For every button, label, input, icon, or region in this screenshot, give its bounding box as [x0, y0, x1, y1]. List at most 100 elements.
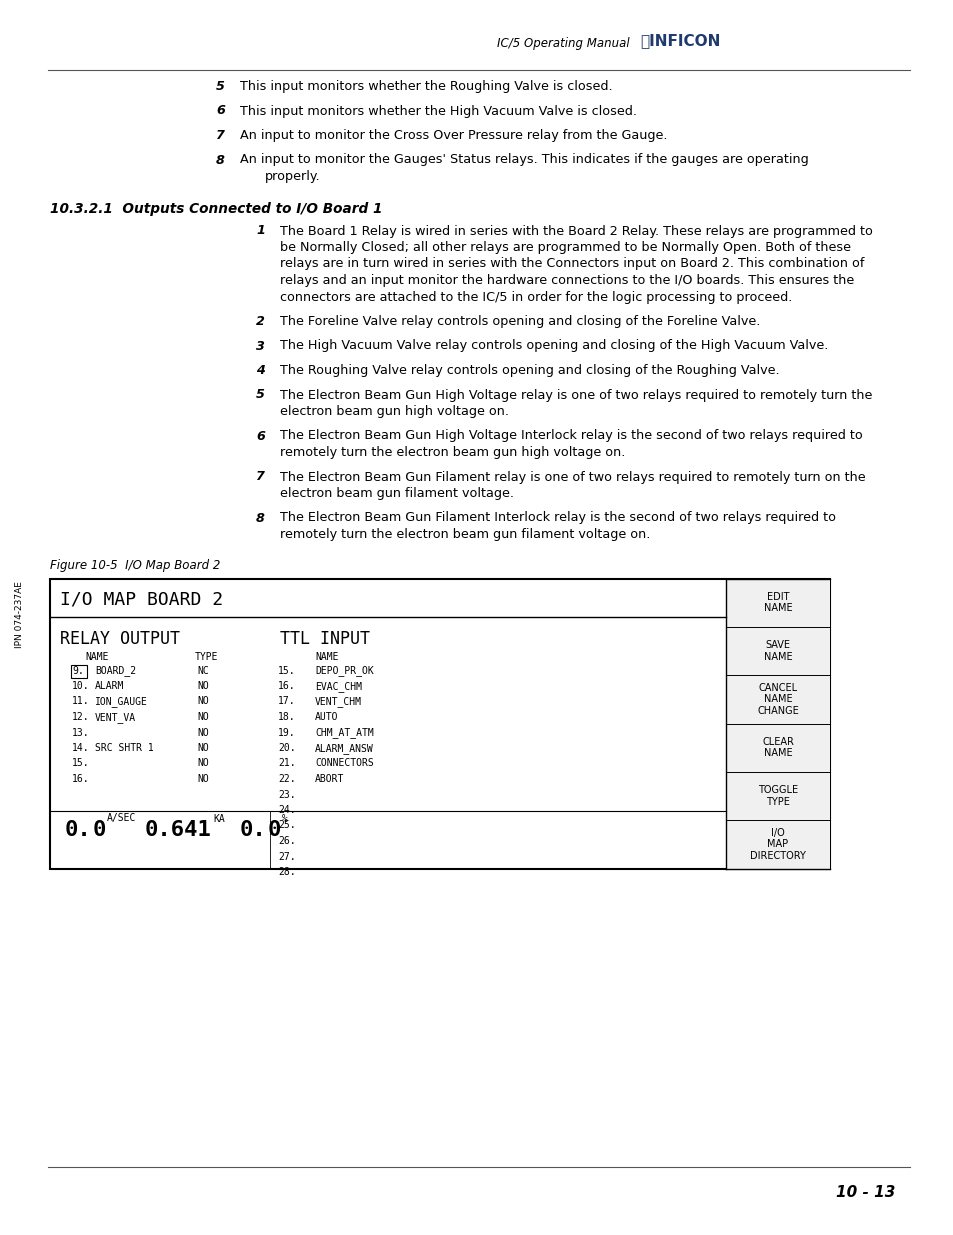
Text: ⒸINFICON: ⒸINFICON	[639, 33, 720, 48]
Text: VENT_CHM: VENT_CHM	[314, 697, 361, 708]
Text: 24.: 24.	[277, 805, 295, 815]
Text: NO: NO	[196, 713, 209, 722]
Text: I/O MAP BOARD 2: I/O MAP BOARD 2	[60, 590, 223, 609]
Text: KA: KA	[213, 814, 225, 824]
Bar	[50, 578, 829, 868]
Text: 7: 7	[255, 471, 265, 483]
Text: connectors are attached to the IC/5 in order for the logic processing to proceed: connectors are attached to the IC/5 in o…	[280, 290, 792, 304]
Text: I/O
MAP
DIRECTORY: I/O MAP DIRECTORY	[749, 827, 805, 861]
Text: This input monitors whether the Roughing Valve is closed.: This input monitors whether the Roughing…	[240, 80, 612, 93]
Text: 16.: 16.	[277, 680, 295, 692]
Text: 23.: 23.	[277, 789, 295, 799]
Text: 9.: 9.	[71, 666, 84, 676]
Text: %: %	[282, 814, 288, 824]
Text: CONNECTORS: CONNECTORS	[314, 758, 374, 768]
Text: electron beam gun filament voltage.: electron beam gun filament voltage.	[280, 487, 514, 500]
Text: 28.: 28.	[277, 867, 295, 877]
Text: IPN 074-237AE: IPN 074-237AE	[15, 582, 25, 648]
Text: 13.: 13.	[71, 727, 90, 737]
Text: 14.: 14.	[71, 743, 90, 753]
Text: 3: 3	[255, 340, 265, 352]
Text: An input to monitor the Cross Over Pressure relay from the Gauge.: An input to monitor the Cross Over Press…	[240, 128, 667, 142]
Text: 1: 1	[255, 225, 265, 237]
Text: 8: 8	[255, 511, 265, 525]
Text: The High Vacuum Valve relay controls opening and closing of the High Vacuum Valv: The High Vacuum Valve relay controls ope…	[280, 340, 827, 352]
Text: 0.: 0.	[240, 820, 267, 841]
Text: be Normally Closed; all other relays are programmed to be Normally Open. Both of: be Normally Closed; all other relays are…	[280, 241, 850, 254]
Text: ALARM_ANSW: ALARM_ANSW	[314, 743, 374, 753]
Text: BOARD_2: BOARD_2	[95, 666, 136, 677]
Text: 21.: 21.	[277, 758, 295, 768]
Text: 16.: 16.	[71, 774, 90, 784]
Text: relays and an input monitor the hardware connections to the I/O boards. This ens: relays and an input monitor the hardware…	[280, 274, 853, 287]
Text: Figure 10-5  I/O Map Board 2: Figure 10-5 I/O Map Board 2	[50, 558, 220, 572]
Text: CHM_AT_ATM: CHM_AT_ATM	[314, 727, 374, 739]
Text: NO: NO	[196, 727, 209, 737]
Text: NO: NO	[196, 758, 209, 768]
Text: RELAY OUTPUT: RELAY OUTPUT	[60, 631, 180, 648]
Text: NC: NC	[196, 666, 209, 676]
Text: 20.: 20.	[277, 743, 295, 753]
Text: 15.: 15.	[71, 758, 90, 768]
Text: 0.: 0.	[65, 820, 91, 841]
Text: 12.: 12.	[71, 713, 90, 722]
Text: NO: NO	[196, 697, 209, 706]
Text: The Board 1 Relay is wired in series with the Board 2 Relay. These relays are pr: The Board 1 Relay is wired in series wit…	[280, 225, 872, 237]
Text: TOGGLE
TYPE: TOGGLE TYPE	[757, 785, 798, 806]
Text: 10 - 13: 10 - 13	[835, 1186, 894, 1200]
Text: IC/5 Operating Manual: IC/5 Operating Manual	[497, 37, 629, 49]
Text: TTL INPUT: TTL INPUT	[280, 631, 370, 648]
Text: ION_GAUGE: ION_GAUGE	[95, 697, 148, 708]
Text: 15.: 15.	[277, 666, 295, 676]
Text: 5: 5	[216, 80, 225, 93]
Text: 10.: 10.	[71, 680, 90, 692]
Text: NAME: NAME	[85, 652, 109, 662]
Text: NO: NO	[196, 680, 209, 692]
Text: 17.: 17.	[277, 697, 295, 706]
Text: 27.: 27.	[277, 851, 295, 862]
Text: 0: 0	[268, 820, 281, 841]
Text: ABORT: ABORT	[314, 774, 344, 784]
Text: The Electron Beam Gun High Voltage Interlock relay is the second of two relays r: The Electron Beam Gun High Voltage Inter…	[280, 430, 862, 442]
Text: The Electron Beam Gun High Voltage relay is one of two relays required to remote: The Electron Beam Gun High Voltage relay…	[280, 389, 871, 401]
Bar	[725, 578, 829, 868]
Text: relays are in turn wired in series with the Connectors input on Board 2. This co: relays are in turn wired in series with …	[280, 258, 863, 270]
Text: AUTO: AUTO	[314, 713, 338, 722]
Text: 0: 0	[92, 820, 107, 841]
Bar	[71, 664, 87, 678]
Text: ALARM: ALARM	[95, 680, 124, 692]
Text: NO: NO	[196, 774, 209, 784]
Text: 5: 5	[255, 389, 265, 401]
Text: 6: 6	[216, 105, 225, 117]
Text: 11.: 11.	[71, 697, 90, 706]
Text: 25.: 25.	[277, 820, 295, 830]
Text: VENT_VA: VENT_VA	[95, 713, 136, 722]
Text: 19.: 19.	[277, 727, 295, 737]
Text: DEPO_PR_OK: DEPO_PR_OK	[314, 666, 374, 677]
Text: 22.: 22.	[277, 774, 295, 784]
Text: 4: 4	[255, 364, 265, 377]
Text: 26.: 26.	[277, 836, 295, 846]
Text: 8: 8	[216, 153, 225, 167]
Text: NAME: NAME	[314, 652, 338, 662]
Text: The Electron Beam Gun Filament relay is one of two relays required to remotely t: The Electron Beam Gun Filament relay is …	[280, 471, 864, 483]
Text: remotely turn the electron beam gun filament voltage on.: remotely turn the electron beam gun fila…	[280, 529, 650, 541]
Text: The Roughing Valve relay controls opening and closing of the Roughing Valve.: The Roughing Valve relay controls openin…	[280, 364, 779, 377]
Text: electron beam gun high voltage on.: electron beam gun high voltage on.	[280, 405, 509, 417]
Text: 18.: 18.	[277, 713, 295, 722]
Text: 10.3.2.1  Outputs Connected to I/O Board 1: 10.3.2.1 Outputs Connected to I/O Board …	[50, 203, 382, 216]
Text: A/SEC: A/SEC	[107, 814, 136, 824]
Text: remotely turn the electron beam gun high voltage on.: remotely turn the electron beam gun high…	[280, 446, 625, 459]
Text: properly.: properly.	[265, 170, 320, 183]
Text: SRC SHTR 1: SRC SHTR 1	[95, 743, 153, 753]
Text: The Foreline Valve relay controls opening and closing of the Foreline Valve.: The Foreline Valve relay controls openin…	[280, 315, 760, 329]
Text: 0.641: 0.641	[145, 820, 212, 841]
Text: SAVE
NAME: SAVE NAME	[763, 640, 792, 662]
Text: CLEAR
NAME: CLEAR NAME	[761, 737, 793, 758]
Text: This input monitors whether the High Vacuum Valve is closed.: This input monitors whether the High Vac…	[240, 105, 637, 117]
Text: The Electron Beam Gun Filament Interlock relay is the second of two relays requi: The Electron Beam Gun Filament Interlock…	[280, 511, 835, 525]
Text: An input to monitor the Gauges' Status relays. This indicates if the gauges are : An input to monitor the Gauges' Status r…	[240, 153, 808, 167]
Text: 6: 6	[255, 430, 265, 442]
Text: EDIT
NAME: EDIT NAME	[763, 592, 792, 614]
Text: 2: 2	[255, 315, 265, 329]
